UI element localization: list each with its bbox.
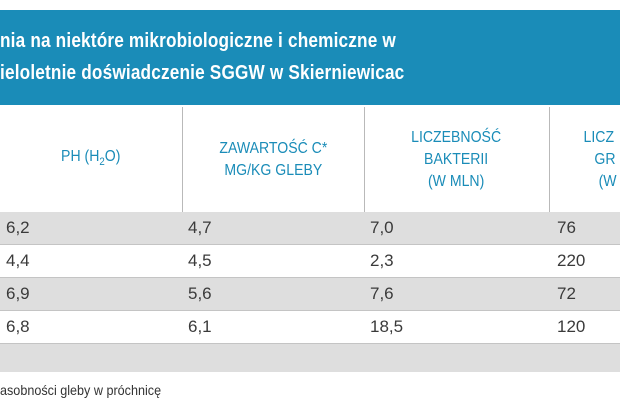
- row-divider: [0, 310, 620, 311]
- row-divider: [0, 277, 620, 278]
- column-header-ph-text: PH (H: [61, 147, 100, 165]
- column-header-fungi: LICZ GR (W: [549, 107, 620, 212]
- column-header-bacteria: LICZEBNOŚĆ BAKTERII (W MLN): [364, 107, 549, 212]
- column-header-bacteria-line-2: BAKTERII: [424, 150, 489, 168]
- table-row: 6,8 6,1 18,5 120: [0, 311, 620, 343]
- table-title-band: nia na niektóre mikrobiologiczne i chemi…: [0, 10, 620, 105]
- table-row: [0, 344, 620, 372]
- column-header-ph-text-end: O): [105, 147, 121, 165]
- column-header-fungi-line-3: (W: [598, 172, 617, 190]
- table-cell: 4,4: [6, 251, 30, 270]
- row-divider: [0, 244, 620, 245]
- table-cell: 72: [557, 284, 576, 303]
- table-cell: 120: [557, 317, 586, 336]
- table-cell: 6,2: [6, 218, 30, 237]
- row-divider: [0, 343, 620, 344]
- table-cell: 6,1: [188, 317, 212, 336]
- column-header-carbon-line-2: MG/KG GLEBY: [224, 161, 322, 179]
- column-header-bacteria-line-1: LICZEBNOŚĆ: [411, 128, 502, 146]
- table-title-line-1: nia na niektóre mikrobiologiczne i chemi…: [0, 30, 396, 52]
- column-header-ph-subscript: 2: [99, 156, 106, 169]
- column-header-carbon: ZAWARTOŚĆ C* MG/KG GLEBY: [182, 107, 364, 212]
- table-cell: 2,3: [370, 251, 394, 270]
- table-footnote: asobności gleby w próchnicę: [0, 382, 162, 398]
- table-cell: 6,9: [6, 284, 30, 303]
- table-cell: 7,0: [370, 218, 394, 237]
- table-cell: 76: [557, 218, 576, 237]
- column-header-carbon-line-1: ZAWARTOŚĆ C*: [219, 139, 327, 157]
- table-row: 4,4 4,5 2,3 220: [0, 245, 620, 277]
- column-header-ph: PH (H2O): [0, 107, 182, 212]
- table-cell: 18,5: [370, 317, 404, 336]
- column-header-fungi-line-1: LICZ: [583, 128, 615, 146]
- table-cell: 4,7: [188, 218, 212, 237]
- table-title-line-2: ieloletnie doświadczenie SGGW w Skiernie…: [0, 62, 405, 84]
- table-row: 6,9 5,6 7,6 72: [0, 278, 620, 310]
- table-cell: 6,8: [6, 317, 30, 336]
- table-row: 6,2 4,7 7,0 76: [0, 212, 620, 244]
- table-cell: 7,6: [370, 284, 394, 303]
- table-cell: 4,5: [188, 251, 212, 270]
- column-header-bacteria-line-3: (W MLN): [428, 172, 485, 190]
- table-cell: 5,6: [188, 284, 212, 303]
- column-header-fungi-line-2: GR: [594, 150, 616, 168]
- table-header: PH (H2O) ZAWARTOŚĆ C* MG/KG GLEBY LICZEB…: [0, 107, 620, 212]
- table-cell: 220: [557, 251, 586, 270]
